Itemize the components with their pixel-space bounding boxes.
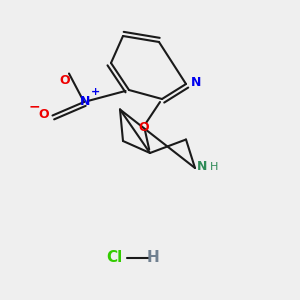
Text: O: O [39,108,50,121]
Text: N: N [191,76,202,89]
Text: N: N [80,95,91,108]
Text: −: − [29,100,40,113]
Text: N: N [197,160,208,173]
Text: O: O [59,74,70,88]
Text: H: H [147,250,159,266]
Text: H: H [210,161,219,172]
Text: Cl: Cl [106,250,122,266]
Text: O: O [138,121,149,134]
Text: +: + [91,87,100,98]
